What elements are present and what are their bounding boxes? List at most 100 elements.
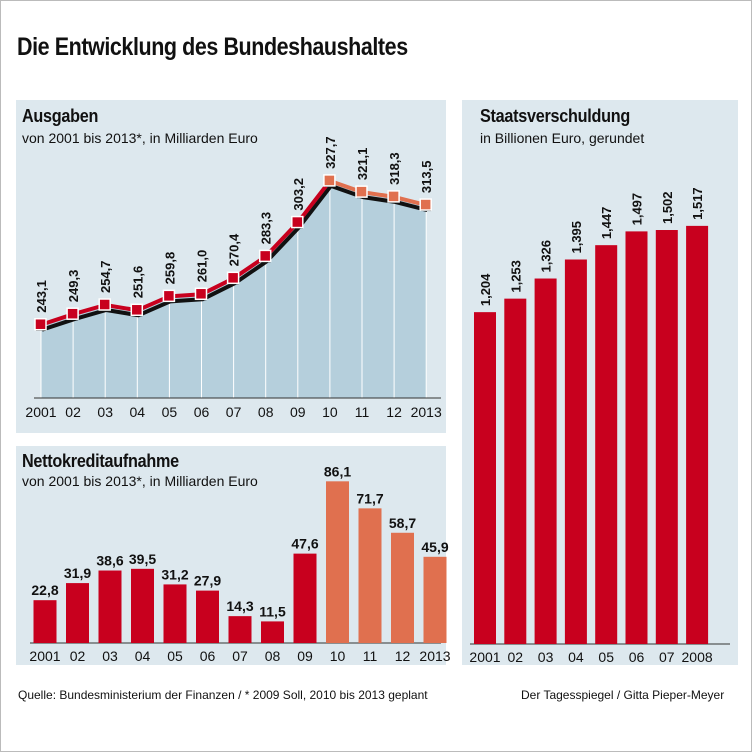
ausgaben-point bbox=[34, 317, 47, 331]
nettokredit-tick-label: 07 bbox=[232, 648, 248, 664]
nettokredit-bar bbox=[196, 590, 219, 643]
ausgaben-point bbox=[258, 249, 272, 263]
staatsverschuldung-bar bbox=[504, 298, 527, 644]
ausgaben-data-label: 249,3 bbox=[66, 270, 81, 303]
nettokredit-bar bbox=[326, 481, 349, 643]
nettokredit-tick-label: 11 bbox=[363, 648, 378, 664]
nettokredit-title: Nettokreditaufnahme bbox=[22, 451, 179, 471]
ausgaben-data-label: 270,4 bbox=[227, 233, 242, 266]
nettokredit-tick-label: 02 bbox=[70, 648, 86, 664]
staatsverschuldung-bar bbox=[595, 245, 618, 644]
nettokredit-data-label: 31,9 bbox=[64, 565, 91, 581]
staatsverschuldung-bar bbox=[686, 225, 709, 644]
ausgaben-tick-label: 06 bbox=[194, 404, 210, 420]
ausgaben-tick-label: 2013 bbox=[411, 404, 442, 420]
nettokredit-data-label: 58,7 bbox=[389, 515, 416, 531]
nettokredit-tick-label: 05 bbox=[167, 648, 183, 664]
nettokredit-bar bbox=[423, 556, 447, 643]
staatsverschuldung-bar bbox=[625, 231, 648, 644]
ausgaben-data-label: 254,7 bbox=[98, 260, 113, 293]
ausgaben-point bbox=[98, 298, 111, 311]
staatsverschuldung-tick-label: 2001 bbox=[469, 649, 500, 665]
nettokredit-panel: Nettokreditaufnahme von 2001 bis 2013*, … bbox=[16, 446, 451, 665]
nettokredit-tick-label: 03 bbox=[102, 648, 118, 664]
nettokredit-subtitle: von 2001 bis 2013*, in Milliarden Euro bbox=[22, 473, 258, 489]
staatsverschuldung-subtitle: in Billionen Euro, gerundet bbox=[480, 130, 645, 146]
ausgaben-data-label: 327,7 bbox=[323, 136, 338, 169]
ausgaben-tick-label: 07 bbox=[226, 404, 242, 420]
nettokredit-tick-label: 09 bbox=[297, 648, 313, 664]
ausgaben-title: Ausgaben bbox=[22, 106, 99, 126]
staatsverschuldung-tick-label: 04 bbox=[568, 649, 584, 665]
ausgaben-tick-label: 12 bbox=[386, 404, 402, 420]
nettokredit-data-label: 45,9 bbox=[421, 539, 448, 555]
ausgaben-tick-label: 03 bbox=[97, 404, 113, 420]
nettokredit-chart: 22,8 2001 31,9 02 38,6 03 39,5 04 31,2 05 27,9 06 14… bbox=[29, 463, 450, 664]
nettokredit-data-label: 38,6 bbox=[96, 553, 123, 569]
staatsverschuldung-bar bbox=[564, 259, 587, 644]
staatsverschuldung-data-label: 1,497 bbox=[630, 193, 645, 226]
ausgaben-subtitle: von 2001 bis 2013*, in Milliarden Euro bbox=[22, 130, 258, 146]
nettokredit-data-label: 47,6 bbox=[291, 536, 318, 552]
ausgaben-point bbox=[130, 303, 144, 317]
nettokredit-data-label: 11,5 bbox=[259, 603, 286, 619]
staatsverschuldung-data-label: 1,517 bbox=[690, 187, 705, 220]
ausgaben-data-label: 283,3 bbox=[259, 212, 274, 245]
nettokredit-bar bbox=[293, 553, 317, 643]
staatsverschuldung-data-label: 1,204 bbox=[478, 273, 493, 306]
ausgaben-point bbox=[355, 185, 368, 198]
ausgaben-point bbox=[419, 198, 432, 211]
ausgaben-chart: 243,1 2001 249,3 02 254,7 03 251,6 04 259,8 05 261… bbox=[25, 136, 442, 420]
nettokredit-data-label: 14,3 bbox=[226, 598, 253, 614]
ausgaben-tick-label: 05 bbox=[162, 404, 178, 420]
nettokredit-bar bbox=[98, 570, 122, 643]
ausgaben-data-label: 303,2 bbox=[291, 178, 306, 211]
ausgaben-tick-label: 11 bbox=[355, 404, 370, 420]
ausgaben-point bbox=[323, 174, 336, 187]
nettokredit-data-label: 71,7 bbox=[356, 490, 383, 506]
nettokredit-tick-label: 10 bbox=[330, 648, 346, 664]
ausgaben-tick-label: 2001 bbox=[25, 404, 56, 420]
ausgaben-tick-label: 09 bbox=[290, 404, 306, 420]
ausgaben-data-label: 251,6 bbox=[130, 266, 145, 299]
ausgaben-data-label: 321,1 bbox=[355, 148, 370, 181]
nettokredit-bar bbox=[261, 621, 284, 643]
ausgaben-tick-label: 02 bbox=[65, 404, 81, 420]
staatsverschuldung-data-label: 1,395 bbox=[569, 221, 584, 254]
ausgaben-panel: Ausgaben von 2001 bis 2013*, in Milliard… bbox=[16, 100, 446, 433]
ausgaben-line-actual bbox=[40, 179, 332, 327]
nettokredit-tick-label: 2001 bbox=[29, 648, 60, 664]
staatsverschuldung-data-label: 1,253 bbox=[508, 260, 523, 293]
ausgaben-data-label: 318,3 bbox=[387, 152, 402, 185]
nettokredit-bar bbox=[131, 568, 154, 643]
ausgaben-point bbox=[291, 215, 304, 229]
staatsverschuldung-tick-label: 06 bbox=[629, 649, 645, 665]
nettokredit-data-label: 27,9 bbox=[194, 573, 221, 589]
ausgaben-point bbox=[387, 190, 400, 203]
source-note: Quelle: Bundesministerium der Finanzen /… bbox=[18, 688, 428, 702]
nettokredit-bar bbox=[358, 508, 382, 643]
staatsverschuldung-bar bbox=[534, 278, 557, 644]
ausgaben-point bbox=[162, 289, 176, 303]
nettokredit-data-label: 86,1 bbox=[324, 463, 351, 479]
ausgaben-data-label: 261,0 bbox=[195, 250, 210, 283]
ausgaben-tick-label: 10 bbox=[322, 404, 338, 420]
nettokredit-tick-label: 08 bbox=[265, 648, 281, 664]
ausgaben-tick-label: 04 bbox=[130, 404, 146, 420]
staatsverschuldung-data-label: 1,502 bbox=[660, 191, 675, 224]
staatsverschuldung-tick-label: 02 bbox=[508, 649, 524, 665]
nettokredit-data-label: 22,8 bbox=[31, 582, 58, 598]
staatsverschuldung-tick-label: 2008 bbox=[682, 649, 713, 665]
main-title: Die Entwicklung des Bundeshaushaltes bbox=[17, 33, 408, 61]
ausgaben-tick-label: 08 bbox=[258, 404, 274, 420]
nettokredit-bar bbox=[228, 616, 252, 643]
staatsverschuldung-panel: Staatsverschuldung in Billionen Euro, ge… bbox=[462, 100, 738, 665]
ausgaben-point bbox=[226, 271, 240, 285]
ausgaben-data-label: 259,8 bbox=[162, 252, 177, 285]
ausgaben-data-label: 313,5 bbox=[419, 161, 434, 194]
nettokredit-data-label: 31,2 bbox=[161, 566, 188, 582]
staatsverschuldung-tick-label: 03 bbox=[538, 649, 554, 665]
nettokredit-tick-label: 12 bbox=[395, 648, 411, 664]
staatsverschuldung-tick-label: 07 bbox=[659, 649, 675, 665]
staatsverschuldung-data-label: 1,326 bbox=[539, 240, 554, 273]
